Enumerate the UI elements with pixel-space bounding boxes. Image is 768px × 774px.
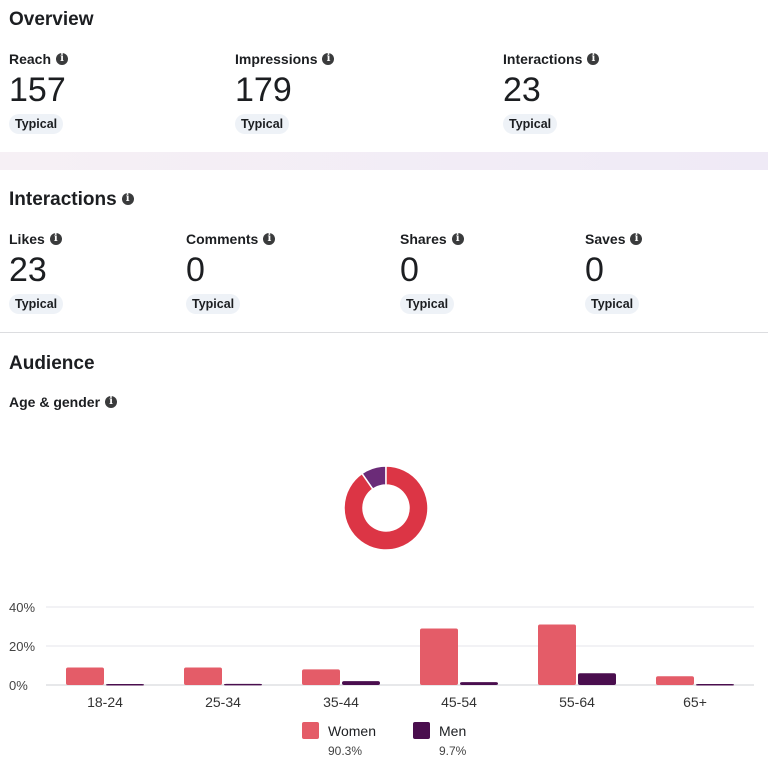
bar-women-35-44[interactable]	[302, 669, 340, 685]
x-tick-label: 18-24	[87, 694, 123, 710]
section-separator	[0, 152, 768, 170]
metric-reach: Reach i 157 Typical	[9, 51, 69, 134]
bar-men-35-44[interactable]	[342, 681, 380, 685]
interactions-title: Interactions i	[9, 189, 134, 211]
legend-percent: 90.3%	[328, 744, 363, 758]
legend-swatch-men	[413, 722, 430, 739]
metric-value: 0	[585, 251, 604, 289]
metric-label: Saves	[585, 231, 626, 247]
metric-label: Impressions	[235, 51, 318, 67]
info-icon[interactable]: i	[49, 233, 62, 246]
legend-label: Men	[439, 722, 467, 739]
metric-shares: Shares i 0 Typical	[400, 231, 464, 314]
typical-badge: Typical	[9, 114, 64, 134]
typical-badge: Typical	[400, 294, 455, 314]
metric-likes: Likes i 23 Typical	[9, 231, 64, 314]
bar-men-45-54[interactable]	[460, 682, 498, 685]
legend-swatch-women	[302, 722, 319, 739]
gender-donut-chart[interactable]	[336, 458, 436, 558]
metric-label: Comments	[186, 231, 259, 247]
bar-women-65+[interactable]	[656, 676, 694, 685]
metric-label: Shares	[400, 231, 447, 247]
bar-men-18-24[interactable]	[106, 684, 144, 686]
x-tick-label: 45-54	[441, 694, 477, 710]
metric-label: Likes	[9, 231, 45, 247]
y-tick-label: 0%	[9, 678, 28, 693]
bar-men-25-34[interactable]	[224, 683, 262, 686]
divider	[0, 332, 768, 333]
metric-label: Interactions	[503, 51, 583, 67]
bar-women-18-24[interactable]	[66, 667, 104, 685]
x-tick-label: 35-44	[323, 694, 359, 710]
interactions-title-text: Interactions	[9, 189, 117, 210]
typical-badge: Typical	[503, 114, 558, 134]
info-icon[interactable]: i	[451, 233, 464, 246]
bar-men-55-64[interactable]	[578, 673, 616, 685]
metric-value: 179	[235, 71, 292, 109]
overview-title: Overview	[9, 9, 94, 30]
info-icon[interactable]: i	[121, 192, 134, 205]
info-icon[interactable]: i	[56, 53, 69, 66]
metric-impressions: Impressions i 179 Typical	[235, 51, 335, 134]
legend-percent: 9.7%	[439, 744, 467, 758]
x-tick-label: 65+	[683, 694, 707, 710]
metric-saves: Saves i 0 Typical	[585, 231, 643, 314]
bar-women-55-64[interactable]	[538, 624, 576, 685]
bar-men-65+[interactable]	[696, 684, 734, 686]
metric-comments: Comments i 0 Typical	[186, 231, 276, 314]
metric-value: 23	[9, 251, 47, 289]
info-icon[interactable]: i	[322, 53, 335, 66]
bar-women-45-54[interactable]	[420, 628, 458, 685]
info-icon[interactable]: i	[263, 233, 276, 246]
info-icon[interactable]: i	[587, 53, 600, 66]
metric-value: 0	[186, 251, 205, 289]
y-tick-label: 40%	[9, 600, 35, 615]
typical-badge: Typical	[585, 294, 640, 314]
metric-label: Reach	[9, 51, 52, 67]
metric-interactions: Interactions i 23 Typical	[503, 51, 600, 134]
info-icon[interactable]: i	[105, 396, 118, 409]
metric-value: 23	[503, 71, 541, 109]
age-gender-label: Age & gender	[9, 394, 101, 410]
typical-badge: Typical	[235, 114, 290, 134]
donut-slice-women[interactable]	[343, 465, 429, 551]
typical-badge: Typical	[9, 294, 64, 314]
age-gender-bar-chart[interactable]: 0% 20% 40% 18-24 25-34 35-44 45-54 55-64 65+	[0, 590, 768, 720]
age-gender-title: Age & gender i	[9, 394, 118, 410]
metric-value: 157	[9, 71, 66, 109]
legend-item-men[interactable]: Men 9.7%	[413, 722, 466, 758]
audience-title: Audience	[9, 353, 95, 374]
info-icon[interactable]: i	[630, 233, 643, 246]
typical-badge: Typical	[186, 294, 241, 314]
legend-label: Women	[328, 722, 376, 739]
metric-value: 0	[400, 251, 419, 289]
y-tick-label: 20%	[9, 639, 35, 654]
bar-women-25-34[interactable]	[184, 667, 222, 685]
x-tick-label: 55-64	[559, 694, 595, 710]
x-tick-label: 25-34	[205, 694, 241, 710]
legend-item-women[interactable]: Women 90.3%	[302, 722, 376, 758]
